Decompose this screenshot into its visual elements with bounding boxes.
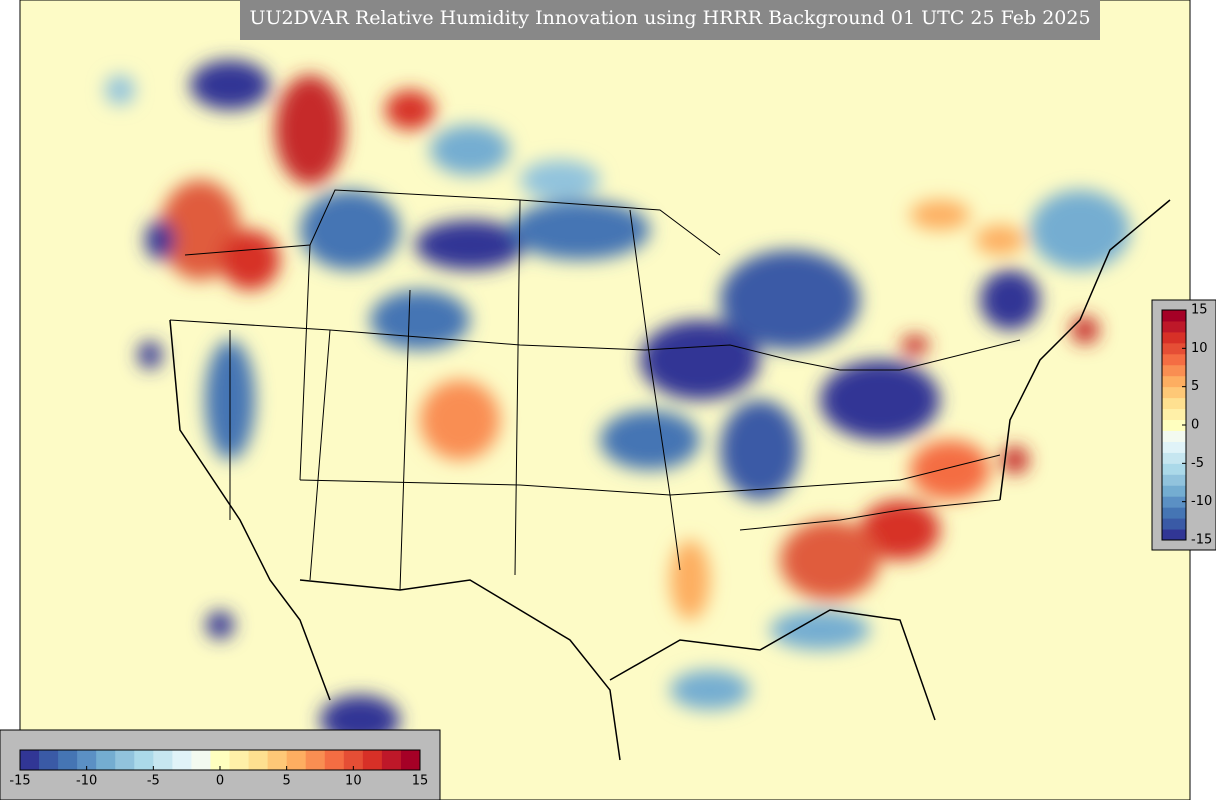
colorbar-vertical: 15 10 5 0 -5 -10 -15 xyxy=(1161,303,1212,548)
colorbar-swatch xyxy=(1162,310,1186,322)
colorbar-swatch xyxy=(343,750,364,770)
colorbar-swatch xyxy=(305,750,326,770)
colorbar-swatch xyxy=(1162,342,1186,355)
colorbar-swatch xyxy=(248,750,269,770)
colorbar-swatch xyxy=(153,750,173,770)
colorbar-swatch xyxy=(172,750,192,770)
colorbar-swatch xyxy=(1162,529,1186,541)
colorbar-swatch xyxy=(1162,463,1186,475)
colorbar-swatch xyxy=(191,750,211,770)
colorbar-swatch xyxy=(324,750,345,770)
colorbar-tick-label: -10 xyxy=(1191,494,1212,509)
colorbar-swatch xyxy=(1162,419,1186,431)
colorbar-swatch xyxy=(400,750,421,770)
colorbar-swatch xyxy=(1162,485,1186,497)
colorbar-swatch xyxy=(20,750,40,770)
colorbar-tick-label: -5 xyxy=(1191,456,1204,471)
colorbar-swatch xyxy=(1162,518,1186,530)
colorbar-swatch xyxy=(39,750,59,770)
colorbar-swatch xyxy=(286,750,307,770)
colorbar-swatch xyxy=(1162,474,1186,486)
map-title: UU2DVAR Relative Humidity Innovation usi… xyxy=(249,7,1090,29)
colorbar-tick-label: -10 xyxy=(76,774,97,789)
colorbar-swatch xyxy=(96,750,116,770)
colorbar-swatch xyxy=(1162,320,1186,333)
colorbar-swatch xyxy=(1162,507,1186,519)
colorbar-swatch xyxy=(381,750,402,770)
colorbar-tick-label: 0 xyxy=(216,774,224,789)
colorbar-swatch xyxy=(267,750,288,770)
colorbar-swatch xyxy=(1162,496,1186,508)
colorbar-swatch xyxy=(1162,408,1186,421)
colorbar-swatch xyxy=(77,750,97,770)
colorbar-swatch xyxy=(115,750,135,770)
colorbar-tick-label: 0 xyxy=(1191,418,1199,433)
colorbar-tick-label: 10 xyxy=(1191,341,1208,356)
colorbar-swatch xyxy=(362,750,383,770)
colorbar-tick-label: 10 xyxy=(345,774,362,789)
colorbar-swatch xyxy=(1162,331,1186,344)
colorbar-swatch xyxy=(1162,364,1186,377)
colorbar-tick-label: 15 xyxy=(412,774,429,789)
colorbar-tick-label: 5 xyxy=(283,774,291,789)
colorbar-swatch xyxy=(229,750,250,770)
map-area xyxy=(20,0,1190,800)
boundaries xyxy=(169,189,1171,761)
colorbar-swatch xyxy=(134,750,154,770)
colorbar-horizontal: -15 -10 -5 0 5 10 15 xyxy=(9,749,429,789)
colorbar-swatch xyxy=(1162,353,1186,366)
title-box xyxy=(240,0,1100,40)
colorbar-swatch xyxy=(210,750,231,770)
colorbar-tick-label: -15 xyxy=(9,774,30,789)
colorbar-swatch xyxy=(1162,430,1186,442)
colorbar-tick-label: 5 xyxy=(1191,379,1199,394)
colorbar-swatch xyxy=(1162,386,1186,399)
map-background xyxy=(20,0,1190,800)
colorbar-tick-label: 15 xyxy=(1191,303,1208,318)
innovation-field xyxy=(105,60,1130,745)
colorbar-swatch xyxy=(1162,375,1186,388)
colorbar-swatch xyxy=(1162,441,1186,453)
colorbar-swatch xyxy=(1162,452,1186,464)
colorbar-swatch xyxy=(58,750,78,770)
colorbar-tick-label: -15 xyxy=(1191,533,1212,548)
colorbar-swatch xyxy=(1162,397,1186,410)
colorbar-tick-label: -5 xyxy=(147,774,160,789)
